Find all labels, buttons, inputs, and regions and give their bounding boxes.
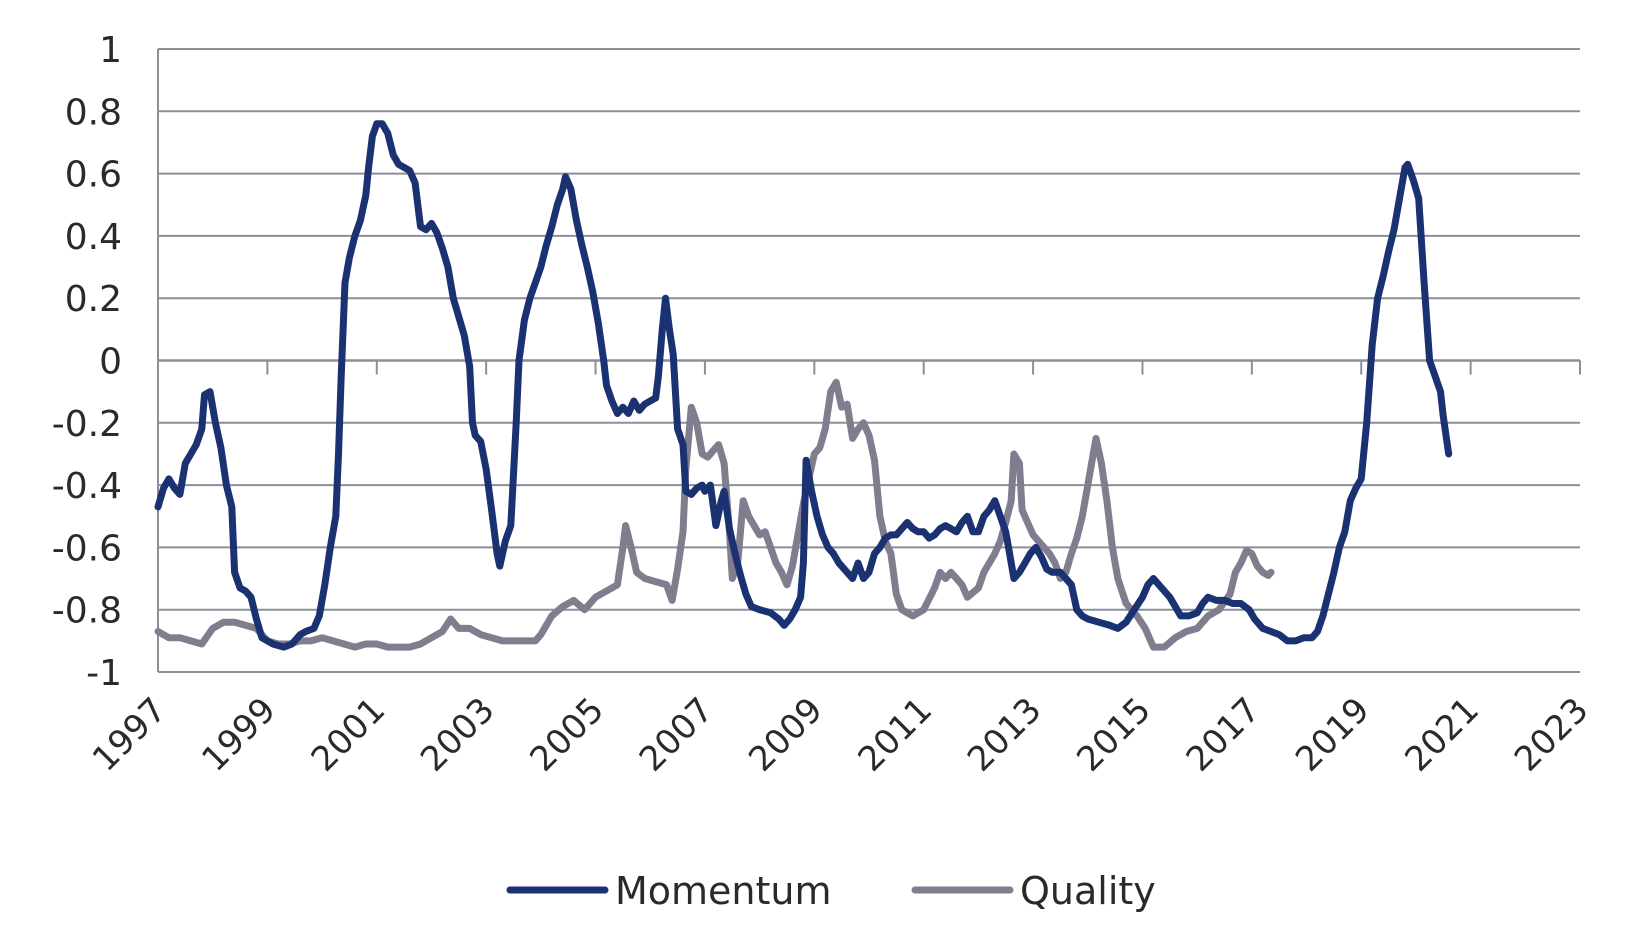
legend: Momentum Quality xyxy=(506,869,1156,913)
y-tick-label: 0.6 xyxy=(65,155,122,196)
x-tick-label: 2023 xyxy=(1507,690,1596,779)
y-tick-label: -1 xyxy=(86,653,122,694)
x-tick-label: 2009 xyxy=(741,690,830,779)
x-tick-label: 2013 xyxy=(960,690,1049,779)
x-tick-label: 2021 xyxy=(1398,690,1487,779)
x-tick-label: 2001 xyxy=(304,690,393,779)
x-tick-label: 1997 xyxy=(85,690,174,779)
series-line-momentum xyxy=(154,120,1453,651)
series-lines xyxy=(154,120,1453,651)
y-tick-label: -0.4 xyxy=(52,466,122,507)
x-tick-label: 2017 xyxy=(1179,690,1268,779)
y-tick-label: -0.2 xyxy=(52,404,122,445)
y-tick-label: 0 xyxy=(99,342,122,383)
y-tick-label: 0.2 xyxy=(65,279,122,320)
gridlines xyxy=(157,48,1581,673)
x-tick-label: 2011 xyxy=(851,690,940,779)
y-tick-label: 1 xyxy=(99,30,122,71)
x-axis-tick-labels: 1997 1999 2001 2003 2005 2007 2009 2011 2013 2015… xyxy=(85,690,1596,779)
legend-label-quality: Quality xyxy=(1020,869,1156,913)
y-tick-label: 0.8 xyxy=(65,92,122,133)
x-tick-label: 2007 xyxy=(632,690,721,779)
series-line-quality xyxy=(154,378,1275,651)
y-tick-label: -0.8 xyxy=(52,591,122,632)
legend-label-momentum: Momentum xyxy=(615,869,832,913)
x-tick-label: 2015 xyxy=(1069,690,1158,779)
x-tick-label: 2003 xyxy=(413,690,502,779)
x-tick-label: 2019 xyxy=(1288,690,1377,779)
x-tick-label: 1999 xyxy=(194,690,283,779)
x-tick-label: 2005 xyxy=(522,690,611,779)
y-axis-tick-labels: 1 0.8 0.6 0.4 0.2 0 -0.2 -0.4 -0.6 -0.8 -1 xyxy=(52,30,122,694)
y-tick-label: 0.4 xyxy=(65,217,122,258)
y-tick-label: -0.6 xyxy=(52,528,122,569)
